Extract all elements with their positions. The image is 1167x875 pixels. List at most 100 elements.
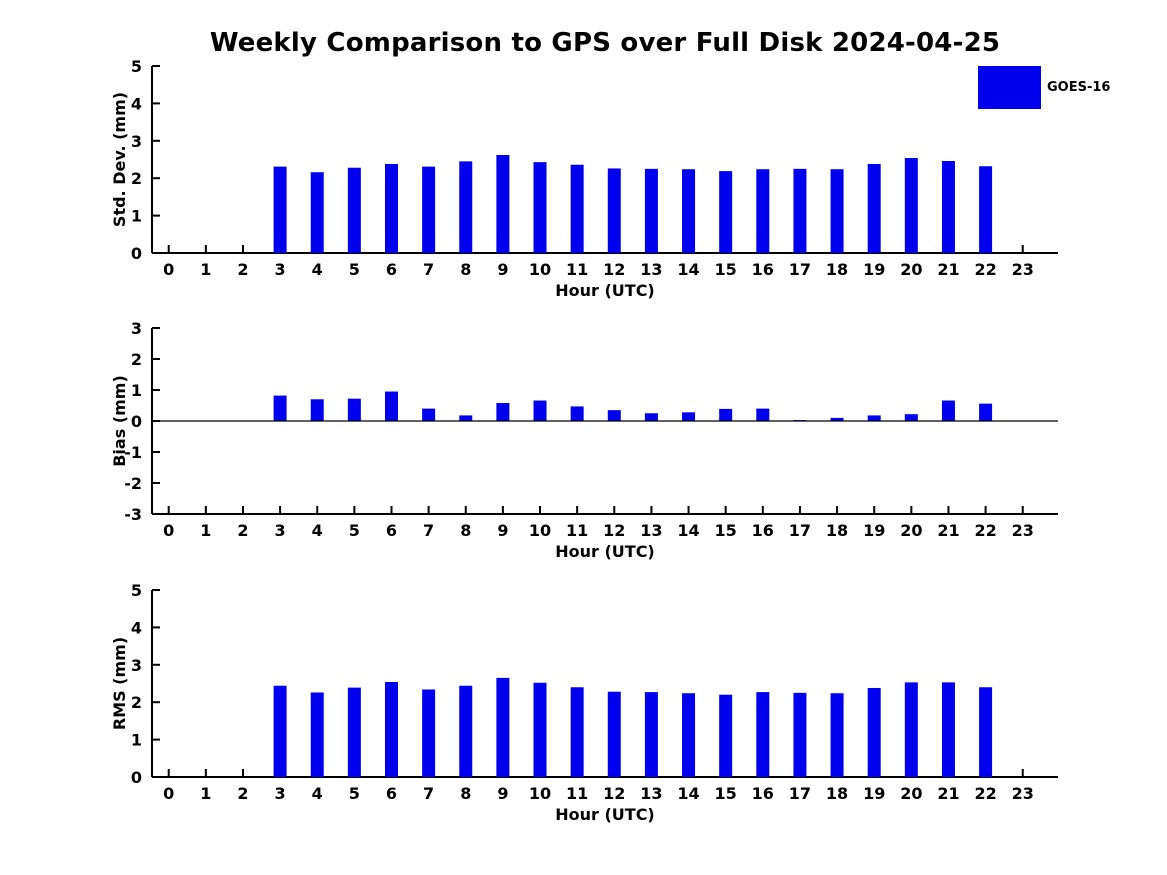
bias-bar-hour-7 (422, 408, 436, 421)
bias-bar-hour-12 (607, 410, 621, 421)
rms-bar-hour-22 (979, 687, 993, 777)
bias-bar-hour-14 (682, 412, 696, 421)
x-tick-label: 20 (900, 260, 922, 279)
rms-bar-hour-21 (941, 682, 955, 777)
std-dev-bar-hour-8 (459, 161, 473, 253)
std-dev-bar-hour-9 (496, 155, 510, 253)
rms-bar-hour-20 (904, 682, 918, 777)
rms-bar-hour-16 (756, 692, 770, 777)
rms-bar-hour-8 (459, 685, 473, 777)
rms-bar-hour-15 (719, 694, 733, 777)
x-tick-label: 18 (826, 260, 848, 279)
x-tick-label: 2 (237, 521, 248, 540)
x-tick-label: 11 (566, 521, 588, 540)
y-tick-label: -1 (124, 443, 142, 462)
bias-bar-hour-21 (941, 400, 955, 421)
std-dev-bar-hour-15 (719, 171, 733, 253)
figure-title: Weekly Comparison to GPS over Full Disk … (209, 28, 1001, 58)
std-dev-bar-hour-4 (310, 172, 324, 253)
x-tick-label: 14 (677, 260, 699, 279)
bias-bar-hour-13 (644, 413, 658, 421)
rms-bar-hour-10 (533, 682, 547, 777)
x-tick-label: 0 (163, 784, 174, 803)
y-tick-label: 2 (131, 350, 142, 369)
std-dev-bar-hour-11 (570, 164, 584, 253)
x-tick-label: 15 (715, 260, 737, 279)
x-tick-label: 19 (863, 260, 885, 279)
x-tick-label: 19 (863, 784, 885, 803)
x-tick-label: 12 (603, 521, 625, 540)
x-tick-label: 0 (163, 260, 174, 279)
y-tick-label: 1 (131, 381, 142, 400)
x-tick-label: 8 (460, 784, 471, 803)
x-tick-label: 10 (529, 784, 551, 803)
x-tick-label: 3 (275, 260, 286, 279)
x-tick-label: 5 (349, 784, 360, 803)
x-axis-label: Hour (UTC) (555, 542, 655, 561)
bias-bar-hour-15 (719, 408, 733, 421)
x-tick-label: 13 (640, 784, 662, 803)
y-tick-label: 5 (131, 581, 142, 600)
y-tick-label: 1 (131, 207, 142, 226)
y-tick-label: 2 (131, 693, 142, 712)
bias-bar-hour-3 (273, 395, 287, 421)
x-tick-label: 22 (974, 260, 996, 279)
x-tick-label: 5 (349, 521, 360, 540)
legend-label: GOES-16 (1047, 80, 1111, 95)
x-tick-label: 10 (529, 521, 551, 540)
rms-bar-hour-19 (867, 687, 881, 777)
x-tick-label: 4 (312, 521, 323, 540)
rms-bar-hour-11 (570, 687, 584, 777)
x-tick-label: 9 (497, 260, 508, 279)
bias-bar-hour-16 (756, 408, 770, 421)
x-tick-label: 21 (937, 521, 959, 540)
x-tick-label: 16 (752, 521, 774, 540)
legend-swatch-goes16 (978, 66, 1041, 109)
x-tick-label: 8 (460, 260, 471, 279)
rms-bar-hour-3 (273, 685, 287, 777)
y-tick-label: 4 (131, 618, 142, 637)
rms-bar-hour-6 (384, 682, 398, 777)
y-tick-label: 3 (131, 656, 142, 675)
rms-bar-hour-18 (830, 693, 844, 777)
y-tick-label: 1 (131, 731, 142, 750)
bias-bar-hour-20 (904, 414, 918, 421)
rms-bar-hour-14 (682, 693, 696, 777)
x-tick-label: 23 (1012, 260, 1034, 279)
bias-bar-hour-11 (570, 406, 584, 421)
x-tick-label: 22 (974, 521, 996, 540)
y-tick-label: -2 (124, 474, 142, 493)
x-tick-label: 9 (497, 784, 508, 803)
y-tick-label: 3 (131, 132, 142, 151)
x-tick-label: 14 (677, 784, 699, 803)
y-tick-label: 5 (131, 57, 142, 76)
y-tick-label: 0 (131, 412, 142, 431)
std-dev-bar-hour-6 (384, 163, 398, 253)
x-tick-label: 6 (386, 521, 397, 540)
x-tick-label: 1 (200, 260, 211, 279)
std-dev-bar-hour-5 (347, 167, 361, 253)
std-dev-bar-hour-17 (793, 168, 807, 253)
y-axis-label: RMS (mm) (110, 637, 129, 730)
x-tick-label: 17 (789, 521, 811, 540)
rms-bar-hour-17 (793, 692, 807, 777)
x-axis-label: Hour (UTC) (555, 281, 655, 300)
x-tick-label: 7 (423, 784, 434, 803)
y-tick-label: 2 (131, 169, 142, 188)
x-tick-label: 12 (603, 784, 625, 803)
x-tick-label: 5 (349, 260, 360, 279)
x-tick-label: 8 (460, 521, 471, 540)
y-tick-label: 3 (131, 319, 142, 338)
bias-bar-hour-4 (310, 399, 324, 421)
std-dev-bar-hour-19 (867, 163, 881, 253)
std-dev-bar-hour-13 (644, 168, 658, 253)
x-tick-label: 21 (937, 260, 959, 279)
rms-bar-hour-12 (607, 691, 621, 777)
x-tick-label: 2 (237, 260, 248, 279)
std-dev-bar-hour-14 (682, 169, 696, 253)
x-tick-label: 15 (715, 784, 737, 803)
x-tick-label: 1 (200, 521, 211, 540)
x-tick-label: 1 (200, 784, 211, 803)
x-tick-label: 17 (789, 260, 811, 279)
x-tick-label: 7 (423, 521, 434, 540)
